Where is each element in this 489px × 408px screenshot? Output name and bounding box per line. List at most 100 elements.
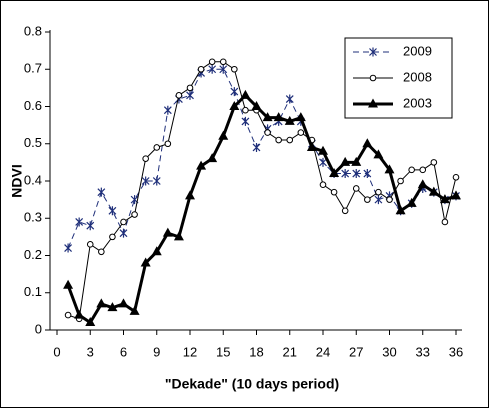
y-tick-label: 0.5 (24, 135, 42, 150)
point (120, 218, 127, 226)
point (262, 112, 273, 122)
point (109, 233, 116, 241)
x-tick-label: 18 (249, 344, 263, 359)
point (375, 188, 382, 196)
point (441, 218, 449, 226)
point (153, 144, 161, 151)
point (107, 302, 118, 312)
legend-label: 2003 (403, 95, 432, 110)
y-tick-label: 0.2 (24, 247, 42, 262)
point (363, 169, 372, 179)
point (129, 305, 140, 315)
point (341, 169, 350, 179)
point (173, 231, 184, 241)
point (219, 64, 228, 74)
point (341, 207, 349, 215)
point (340, 156, 351, 166)
point (207, 153, 218, 163)
point (251, 101, 262, 110)
point (142, 155, 149, 162)
point (330, 188, 338, 196)
x-tick-label: 36 (449, 344, 463, 359)
point (119, 228, 128, 238)
point (164, 140, 172, 148)
y-tick-label: 0.3 (24, 210, 42, 225)
y-tick-label: 0 (35, 321, 42, 336)
point (230, 87, 239, 97)
point (373, 149, 384, 159)
y-axis-title: NDVI (9, 164, 25, 197)
point (285, 94, 294, 104)
point (208, 58, 216, 66)
point (64, 243, 73, 253)
point (74, 309, 85, 319)
point (175, 92, 183, 99)
point (86, 221, 95, 231)
point (408, 166, 415, 174)
point (64, 311, 72, 319)
point (218, 130, 229, 140)
point (186, 90, 194, 100)
point (374, 195, 383, 205)
point (140, 257, 151, 267)
point (351, 156, 362, 166)
point (98, 248, 105, 256)
y-tick-label: 0.8 (24, 23, 42, 38)
x-tick-label: 33 (416, 344, 430, 359)
point (318, 145, 328, 155)
point (319, 157, 327, 167)
x-tick-label: 0 (53, 344, 60, 359)
point (275, 136, 282, 144)
point (131, 211, 138, 218)
point (352, 185, 360, 192)
legend-marker (369, 47, 377, 57)
point (395, 205, 406, 215)
point (185, 190, 195, 200)
point (406, 197, 417, 207)
x-tick-label: 15 (216, 344, 230, 359)
x-axis-title: "Dekade" (10 days period) (165, 376, 339, 392)
x-tick-label: 6 (120, 344, 127, 359)
point (384, 164, 395, 174)
point (97, 187, 106, 197)
point (229, 101, 240, 110)
point (417, 179, 428, 189)
point (141, 176, 150, 186)
y-tick-label: 0.4 (24, 172, 42, 187)
point (284, 115, 295, 125)
point (163, 105, 172, 115)
point (306, 141, 317, 151)
x-tick-label: 21 (283, 344, 297, 359)
point (118, 298, 129, 308)
y-tick-label: 0.7 (24, 61, 42, 76)
point (86, 241, 94, 248)
point (386, 196, 393, 203)
point (197, 65, 205, 73)
point (286, 136, 294, 144)
point (63, 279, 74, 289)
point (428, 186, 439, 196)
point (186, 84, 194, 92)
point (452, 173, 460, 181)
legend-label: 2009 (403, 43, 432, 58)
point (295, 112, 306, 122)
point (196, 160, 207, 170)
y-tick-label: 0.6 (24, 98, 42, 113)
point (419, 166, 427, 174)
point (451, 190, 461, 200)
point (85, 317, 96, 327)
point (162, 227, 173, 237)
point (397, 177, 404, 185)
y-tick-label: 0.1 (24, 284, 42, 299)
point (319, 181, 327, 189)
legend-label: 2008 (403, 69, 432, 84)
point (264, 129, 271, 136)
point (329, 168, 340, 178)
point (364, 196, 371, 203)
x-tick-label: 3 (87, 344, 94, 359)
point (439, 194, 450, 204)
point (242, 106, 249, 114)
point (297, 129, 305, 136)
